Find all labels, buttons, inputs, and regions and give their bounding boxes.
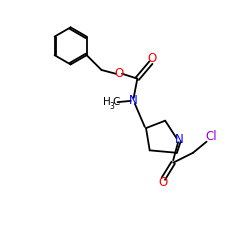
Text: H: H bbox=[103, 97, 111, 107]
Text: O: O bbox=[114, 67, 124, 80]
Text: 3: 3 bbox=[110, 102, 114, 111]
Text: O: O bbox=[148, 52, 157, 65]
Text: Cl: Cl bbox=[206, 130, 217, 143]
Text: O: O bbox=[159, 176, 168, 189]
Text: N: N bbox=[175, 133, 184, 146]
Text: C: C bbox=[112, 97, 120, 107]
Text: N: N bbox=[129, 94, 138, 108]
